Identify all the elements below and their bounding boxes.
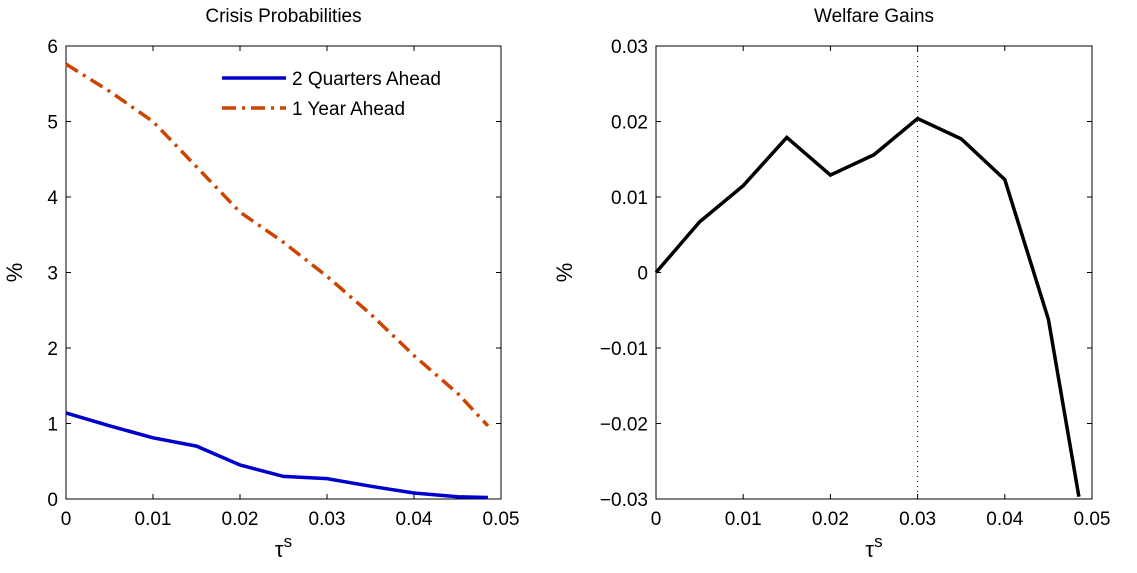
series-line-0 (654, 116, 1081, 497)
y-tick-label: 4 (47, 188, 58, 209)
x-axis-label: τs (865, 532, 882, 562)
axes-box (655, 45, 1093, 500)
x-tick-label: 0.05 (483, 509, 520, 530)
y-tick-label: −0.03 (600, 490, 648, 511)
y-tick-label: 0 (47, 490, 58, 511)
x-axis-label-superscript: s (874, 532, 883, 551)
y-tick-label: 6 (47, 37, 58, 58)
x-axis-label: τs (275, 532, 292, 562)
y-tick-label: −0.01 (600, 339, 648, 360)
legend-label-1: 1 Year Ahead (292, 99, 405, 120)
chart-title: Crisis Probabilities (205, 6, 361, 27)
y-tick-label: 2 (47, 339, 58, 360)
chart-title: Welfare Gains (814, 6, 934, 27)
y-axis-label: % (552, 263, 577, 283)
x-axis-label-superscript: s (284, 532, 293, 551)
x-tick-label: 0.02 (812, 509, 849, 530)
x-tick-label: 0 (651, 509, 662, 530)
x-tick-label: 0.05 (1074, 509, 1111, 530)
x-tick-label: 0.03 (309, 509, 346, 530)
y-tick-label: 0.03 (611, 37, 648, 58)
x-tick-label: 0.03 (899, 509, 936, 530)
x-tick-label: 0.02 (222, 509, 259, 530)
y-tick-label: 5 (47, 113, 58, 134)
x-tick-label: 0 (61, 509, 72, 530)
series-line-1 (65, 62, 490, 427)
x-axis-label-base: τ (275, 537, 284, 562)
x-tick-label: 0.01 (135, 509, 172, 530)
welfare-gains-panel: 0 0.01 0.02 0.03 0.04 0.05 −0.03 −0.02 −0.01 0 0.0… (552, 6, 1110, 562)
y-tick-label: 3 (47, 264, 58, 285)
y-tick-label: 0.01 (611, 188, 648, 209)
y-tick-label: 0.02 (611, 113, 648, 134)
y-tick-label: −0.02 (600, 415, 648, 436)
x-tick-label: 0.04 (396, 509, 433, 530)
y-tick-label: 0 (637, 264, 648, 285)
y-tick-label: 1 (47, 415, 58, 436)
x-axis-label-base: τ (865, 537, 874, 562)
y-axis-label: % (2, 263, 27, 283)
legend-label-0: 2 Quarters Ahead (292, 69, 441, 90)
x-tick-label: 0.01 (725, 509, 762, 530)
series-line-0 (65, 411, 488, 500)
crisis-probabilities-panel: 0 0.01 0.02 0.03 0.04 0.05 0 1 2 3 4 5 6 Crisis Proba… (2, 6, 519, 562)
x-tick-label: 0.04 (986, 509, 1023, 530)
